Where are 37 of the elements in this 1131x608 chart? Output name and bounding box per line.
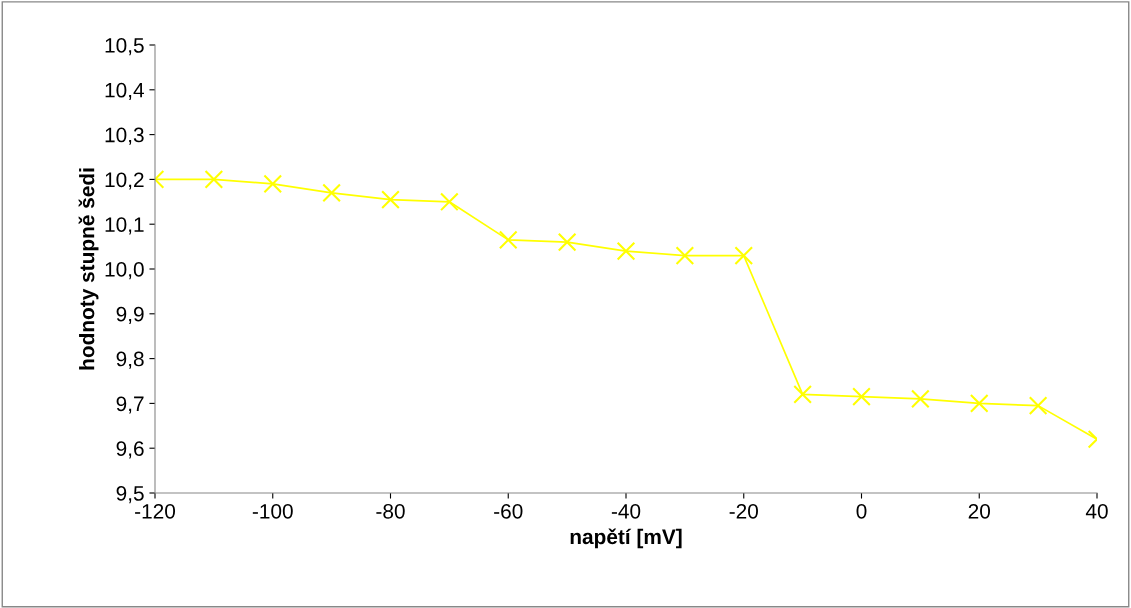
y-tick-label: 10,0	[105, 262, 144, 280]
point	[734, 246, 754, 265]
x-tick-label: -20	[729, 503, 758, 519]
y-tick-label: 10,2	[105, 172, 144, 190]
point	[381, 190, 400, 209]
point	[616, 241, 636, 261]
x-tick-label: 20	[968, 503, 991, 519]
point	[911, 389, 930, 409]
x-tick-label: -60	[494, 503, 523, 519]
y-axis-title: hodnoty stupně šedi	[78, 168, 99, 370]
point	[557, 232, 577, 252]
point	[969, 394, 989, 413]
y-tick-label: 10,5	[105, 38, 144, 56]
y-tick-label: 9,9	[116, 306, 144, 325]
point	[263, 174, 283, 194]
y-tick-label: 9,8	[116, 351, 144, 369]
y-tick-label: 10,1	[105, 217, 144, 235]
y-tick-label: 9,5	[116, 486, 144, 504]
point	[1028, 396, 1048, 416]
point	[322, 183, 341, 203]
x-tick-label: 40	[1085, 503, 1108, 519]
point	[852, 387, 871, 407]
point	[675, 246, 695, 265]
point	[793, 385, 812, 404]
y-tick-label: 9,6	[116, 441, 144, 459]
x-tick-label: -120	[135, 503, 176, 519]
point	[440, 192, 459, 212]
x-tick-label: -100	[252, 503, 293, 519]
x-tick-label: -40	[611, 503, 641, 519]
y-tick-label: 9,7	[116, 396, 144, 414]
y-tick-label: 10,3	[105, 127, 144, 145]
x-tick-label: -80	[376, 503, 405, 519]
x-axis-title: napětí [mV]	[570, 528, 682, 549]
point	[498, 230, 518, 250]
y-tick-label: 10,4	[105, 82, 144, 101]
point	[204, 170, 224, 189]
x-tick-label: 0	[856, 503, 867, 519]
